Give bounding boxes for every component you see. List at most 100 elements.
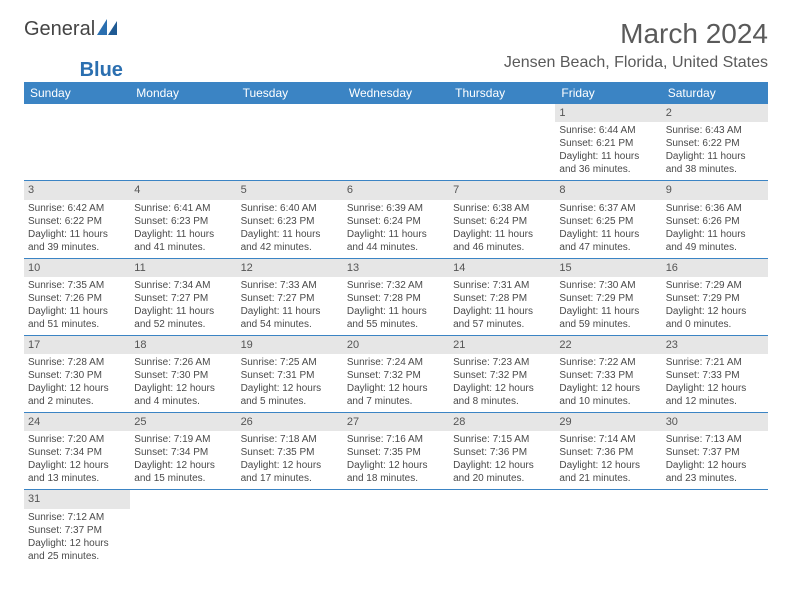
calendar-cell: 1Sunrise: 6:44 AMSunset: 6:21 PMDaylight… [555, 104, 661, 181]
calendar-row: 1Sunrise: 6:44 AMSunset: 6:21 PMDaylight… [24, 104, 768, 181]
calendar-cell: 23Sunrise: 7:21 AMSunset: 7:33 PMDayligh… [662, 335, 768, 412]
daylight-text: Daylight: 12 hours [134, 459, 232, 472]
daylight-text: and 20 minutes. [453, 472, 551, 485]
day-number: 14 [449, 259, 555, 277]
daylight-text: and 5 minutes. [241, 395, 339, 408]
day-number: 7 [449, 181, 555, 199]
calendar-cell: 15Sunrise: 7:30 AMSunset: 7:29 PMDayligh… [555, 258, 661, 335]
daylight-text: Daylight: 12 hours [241, 382, 339, 395]
day-number: 19 [237, 336, 343, 354]
logo-line2: GenerBlue [24, 59, 123, 82]
sunset-text: Sunset: 7:30 PM [134, 369, 232, 382]
sunset-text: Sunset: 7:36 PM [559, 446, 657, 459]
day-number: 24 [24, 413, 130, 431]
daylight-text: Daylight: 11 hours [666, 228, 764, 241]
calendar-table: Sunday Monday Tuesday Wednesday Thursday… [24, 82, 768, 567]
sunset-text: Sunset: 7:35 PM [347, 446, 445, 459]
logo-word2: Blue [80, 59, 123, 82]
sunrise-text: Sunrise: 7:21 AM [666, 356, 764, 369]
day-number: 25 [130, 413, 236, 431]
col-saturday: Saturday [662, 82, 768, 104]
sunset-text: Sunset: 6:22 PM [666, 137, 764, 150]
calendar-row: 17Sunrise: 7:28 AMSunset: 7:30 PMDayligh… [24, 335, 768, 412]
sunset-text: Sunset: 6:23 PM [134, 215, 232, 228]
day-number: 8 [555, 181, 661, 199]
calendar-cell [449, 104, 555, 181]
calendar-cell: 17Sunrise: 7:28 AMSunset: 7:30 PMDayligh… [24, 335, 130, 412]
day-number: 11 [130, 259, 236, 277]
daylight-text: Daylight: 11 hours [453, 228, 551, 241]
calendar-cell: 25Sunrise: 7:19 AMSunset: 7:34 PMDayligh… [130, 413, 236, 490]
calendar-cell: 22Sunrise: 7:22 AMSunset: 7:33 PMDayligh… [555, 335, 661, 412]
day-number: 20 [343, 336, 449, 354]
sunrise-text: Sunrise: 7:20 AM [28, 433, 126, 446]
calendar-cell: 6Sunrise: 6:39 AMSunset: 6:24 PMDaylight… [343, 181, 449, 258]
calendar-cell: 18Sunrise: 7:26 AMSunset: 7:30 PMDayligh… [130, 335, 236, 412]
sunset-text: Sunset: 7:35 PM [241, 446, 339, 459]
day-number: 26 [237, 413, 343, 431]
daylight-text: Daylight: 11 hours [347, 228, 445, 241]
sunset-text: Sunset: 6:23 PM [241, 215, 339, 228]
daylight-text: Daylight: 12 hours [28, 459, 126, 472]
sunrise-text: Sunrise: 6:44 AM [559, 124, 657, 137]
day-number: 3 [24, 181, 130, 199]
daylight-text: Daylight: 11 hours [453, 305, 551, 318]
sunset-text: Sunset: 6:24 PM [453, 215, 551, 228]
sunrise-text: Sunrise: 7:25 AM [241, 356, 339, 369]
daylight-text: Daylight: 12 hours [347, 382, 445, 395]
logo: General [24, 18, 119, 41]
daylight-text: Daylight: 11 hours [134, 228, 232, 241]
daylight-text: Daylight: 12 hours [28, 537, 126, 550]
daylight-text: and 15 minutes. [134, 472, 232, 485]
daylight-text: Daylight: 11 hours [241, 228, 339, 241]
sunset-text: Sunset: 7:29 PM [559, 292, 657, 305]
sunset-text: Sunset: 6:22 PM [28, 215, 126, 228]
day-number: 17 [24, 336, 130, 354]
calendar-cell: 4Sunrise: 6:41 AMSunset: 6:23 PMDaylight… [130, 181, 236, 258]
daylight-text: and 13 minutes. [28, 472, 126, 485]
daylight-text: and 44 minutes. [347, 241, 445, 254]
calendar-cell: 10Sunrise: 7:35 AMSunset: 7:26 PMDayligh… [24, 258, 130, 335]
calendar-cell: 11Sunrise: 7:34 AMSunset: 7:27 PMDayligh… [130, 258, 236, 335]
sunrise-text: Sunrise: 7:26 AM [134, 356, 232, 369]
calendar-row: 24Sunrise: 7:20 AMSunset: 7:34 PMDayligh… [24, 413, 768, 490]
calendar-cell: 21Sunrise: 7:23 AMSunset: 7:32 PMDayligh… [449, 335, 555, 412]
sunrise-text: Sunrise: 7:15 AM [453, 433, 551, 446]
daylight-text: Daylight: 12 hours [241, 459, 339, 472]
sunset-text: Sunset: 7:37 PM [28, 524, 126, 537]
calendar-cell: 27Sunrise: 7:16 AMSunset: 7:35 PMDayligh… [343, 413, 449, 490]
sunrise-text: Sunrise: 7:33 AM [241, 279, 339, 292]
daylight-text: and 39 minutes. [28, 241, 126, 254]
daylight-text: and 59 minutes. [559, 318, 657, 331]
daylight-text: Daylight: 11 hours [134, 305, 232, 318]
calendar-cell: 3Sunrise: 6:42 AMSunset: 6:22 PMDaylight… [24, 181, 130, 258]
sunrise-text: Sunrise: 7:35 AM [28, 279, 126, 292]
sunset-text: Sunset: 6:21 PM [559, 137, 657, 150]
daylight-text: Daylight: 11 hours [28, 228, 126, 241]
daylight-text: Daylight: 11 hours [241, 305, 339, 318]
sunrise-text: Sunrise: 7:29 AM [666, 279, 764, 292]
calendar-cell: 14Sunrise: 7:31 AMSunset: 7:28 PMDayligh… [449, 258, 555, 335]
col-thursday: Thursday [449, 82, 555, 104]
day-number: 9 [662, 181, 768, 199]
sunrise-text: Sunrise: 7:23 AM [453, 356, 551, 369]
daylight-text: and 36 minutes. [559, 163, 657, 176]
calendar-cell: 30Sunrise: 7:13 AMSunset: 7:37 PMDayligh… [662, 413, 768, 490]
sunrise-text: Sunrise: 6:43 AM [666, 124, 764, 137]
daylight-text: and 57 minutes. [453, 318, 551, 331]
calendar-cell [343, 490, 449, 567]
day-number: 29 [555, 413, 661, 431]
sunset-text: Sunset: 6:24 PM [347, 215, 445, 228]
daylight-text: and 10 minutes. [559, 395, 657, 408]
sunrise-text: Sunrise: 7:28 AM [28, 356, 126, 369]
day-number: 28 [449, 413, 555, 431]
day-number: 4 [130, 181, 236, 199]
sunrise-text: Sunrise: 7:16 AM [347, 433, 445, 446]
sunset-text: Sunset: 7:30 PM [28, 369, 126, 382]
calendar-cell [555, 490, 661, 567]
calendar-cell: 13Sunrise: 7:32 AMSunset: 7:28 PMDayligh… [343, 258, 449, 335]
sunrise-text: Sunrise: 7:34 AM [134, 279, 232, 292]
daylight-text: and 12 minutes. [666, 395, 764, 408]
daylight-text: Daylight: 11 hours [559, 228, 657, 241]
sunrise-text: Sunrise: 6:38 AM [453, 202, 551, 215]
